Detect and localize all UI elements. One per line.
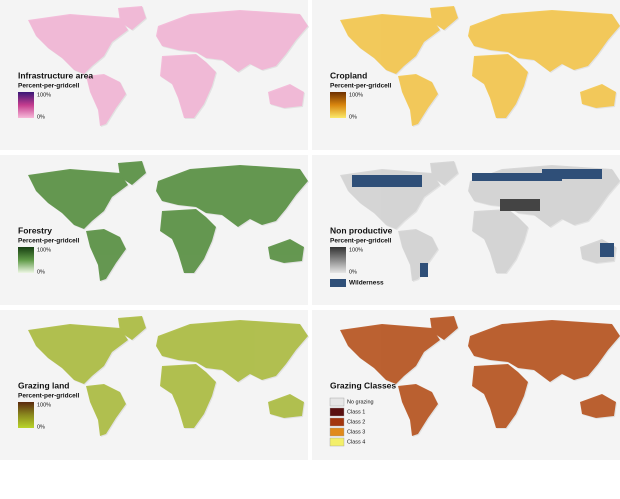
class-label: Class 2: [347, 419, 365, 425]
min-label: 0%: [37, 269, 45, 275]
wilderness-area: [472, 173, 562, 181]
map-panel: Grazing land Percent-per-gridcell 100% 0%: [0, 310, 309, 460]
max-label: 100%: [37, 92, 51, 98]
extra-swatch: [330, 279, 346, 287]
wilderness-area: [600, 243, 614, 257]
min-label: 0%: [37, 424, 45, 430]
legend-title: Forestry: [18, 225, 52, 235]
wilderness-area: [352, 175, 422, 187]
legend-subtitle: Percent-per-gridcell: [330, 83, 392, 90]
class-label: Class 1: [347, 409, 365, 415]
legend-subtitle: Percent-per-gridcell: [18, 393, 80, 400]
color-bar: [18, 247, 34, 273]
legend-title: Non productive: [330, 225, 393, 235]
map-panel: Forestry Percent-per-gridcell 100% 0%: [0, 155, 309, 305]
min-label: 0%: [37, 114, 45, 120]
max-label: 100%: [37, 402, 51, 408]
map-panel: Non productive Percent-per-gridcell 100% 0%…: [312, 155, 620, 305]
map-panel: Infrastructure area Percent-per-gridcell 1…: [0, 0, 309, 150]
max-label: 100%: [349, 247, 363, 253]
wilderness-area: [420, 263, 428, 277]
wilderness-area: [500, 199, 540, 211]
legend-subtitle: Percent-per-gridcell: [18, 83, 80, 90]
class-swatch: [329, 417, 345, 427]
max-label: 100%: [37, 247, 51, 253]
map-panel: Grazing Classes No grazing Class 1 Class 2 C…: [312, 310, 620, 460]
extra-label: Wilderness: [349, 280, 384, 287]
color-bar: [18, 402, 34, 428]
class-swatch: [329, 427, 345, 437]
wilderness-area: [542, 169, 602, 179]
class-label: No grazing: [347, 399, 374, 405]
min-label: 0%: [349, 269, 357, 275]
class-label: Class 4: [347, 439, 365, 445]
max-label: 100%: [349, 92, 363, 98]
legend-title: Grazing land: [18, 380, 69, 390]
map-panel: Cropland Percent-per-gridcell 100% 0%: [312, 0, 620, 150]
color-bar: [330, 92, 346, 118]
min-label: 0%: [349, 114, 357, 120]
legend-title: Grazing Classes: [330, 380, 396, 390]
legend-title: Infrastructure area: [18, 70, 93, 80]
class-swatch: [329, 437, 345, 447]
legend-title: Cropland: [330, 70, 367, 80]
class-label: Class 3: [347, 429, 365, 435]
color-bar: [18, 92, 34, 118]
legend-subtitle: Percent-per-gridcell: [330, 238, 392, 245]
legend-subtitle: Percent-per-gridcell: [18, 238, 80, 245]
color-bar: [330, 247, 346, 273]
class-swatch: [329, 397, 345, 407]
class-swatch: [329, 407, 345, 417]
